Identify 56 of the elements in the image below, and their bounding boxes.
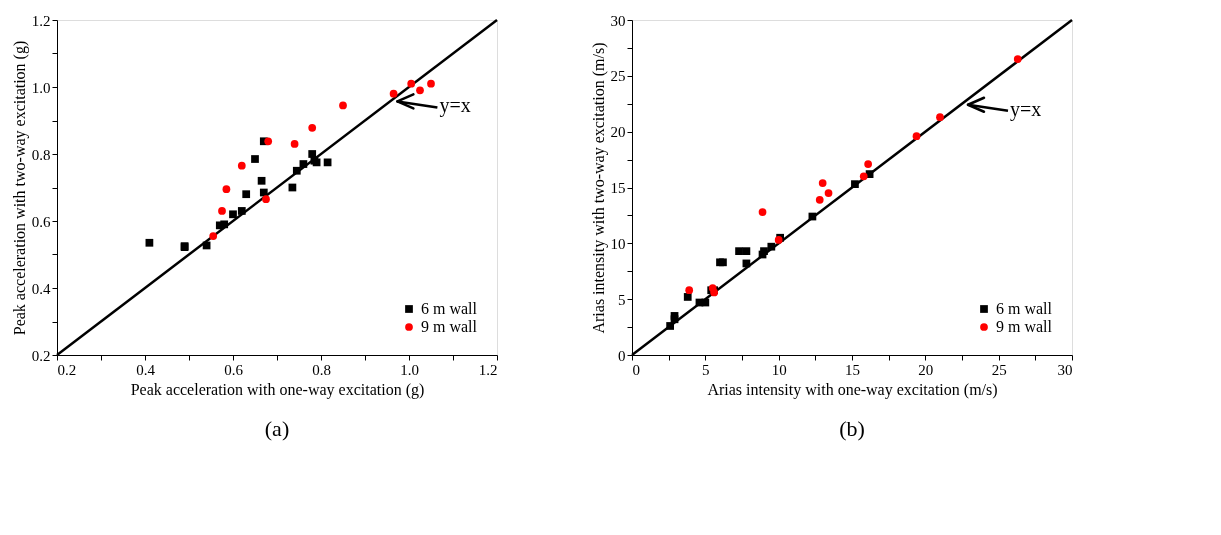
point — [815, 195, 824, 204]
x-tick-label: 0 — [632, 361, 640, 378]
y-tick-label: 0.2 — [31, 347, 51, 364]
x-tick-label: 25 — [991, 361, 1007, 378]
y-tick-label: 25 — [610, 68, 626, 85]
legend-label: 9 m wall — [421, 318, 478, 335]
x-tick-label: 5 — [702, 361, 710, 378]
y-axis-title: Peak acceleration with two-way excitation (g) — [10, 40, 29, 336]
x-axis-title: Peak acceleration with one-way excitation (g) — [130, 380, 425, 399]
point — [666, 322, 675, 330]
y-tick-label: 0 — [618, 347, 626, 364]
point — [824, 189, 833, 197]
point — [912, 132, 921, 140]
y-axis-title: Arias intensity with two-way excitation (m/s) — [589, 42, 608, 334]
x-tick-label: 0.2 — [57, 361, 77, 378]
point — [767, 242, 776, 251]
point — [758, 208, 767, 216]
point — [701, 298, 710, 307]
y-tick-label: 0.4 — [31, 280, 51, 297]
legend-label: 9 m wall — [996, 318, 1053, 335]
x-tick-label: 0.4 — [136, 361, 156, 378]
y-tick-label: 30 — [610, 12, 626, 29]
x-tick-label: 0.6 — [224, 361, 244, 378]
x-tick-label: 20 — [918, 361, 934, 378]
y-tick-label: 10 — [610, 235, 626, 252]
legend-label: 6 m wall — [421, 300, 478, 317]
y-tick-label: 20 — [610, 124, 626, 141]
y-tick-label: 1.2 — [31, 12, 51, 29]
x-tick-label: 0.8 — [312, 361, 331, 378]
text: (b) — [839, 416, 865, 441]
point — [864, 160, 873, 168]
point — [851, 180, 859, 189]
x-tick-label: 30 — [1057, 361, 1073, 378]
point — [670, 312, 679, 320]
point — [936, 113, 944, 122]
text: (a) — [264, 416, 290, 441]
point — [859, 172, 868, 181]
x-tick-label: 15 — [845, 361, 860, 378]
y-tick-label: 0.6 — [31, 213, 51, 230]
point — [685, 286, 694, 295]
point — [742, 247, 751, 256]
x-axis-title: Arias intensity with one-way excitation (m/s) — [707, 380, 998, 399]
point — [1013, 55, 1022, 63]
point — [735, 247, 743, 256]
x-tick-label: 1.2 — [478, 361, 498, 378]
annotation: y=x — [1010, 97, 1042, 121]
point — [818, 179, 827, 187]
x-tick-label: 1.0 — [400, 361, 419, 378]
x-tick-label: 10 — [771, 361, 787, 378]
point — [683, 293, 692, 301]
y-tick-label: 0.8 — [31, 146, 51, 163]
y-tick-label: 15 — [610, 180, 626, 196]
y-tick-label: 5 — [618, 291, 626, 308]
annotation: y=x — [439, 94, 471, 118]
y-tick-label: 1.0 — [31, 79, 51, 96]
legend-label: 6 m wall — [996, 300, 1053, 317]
